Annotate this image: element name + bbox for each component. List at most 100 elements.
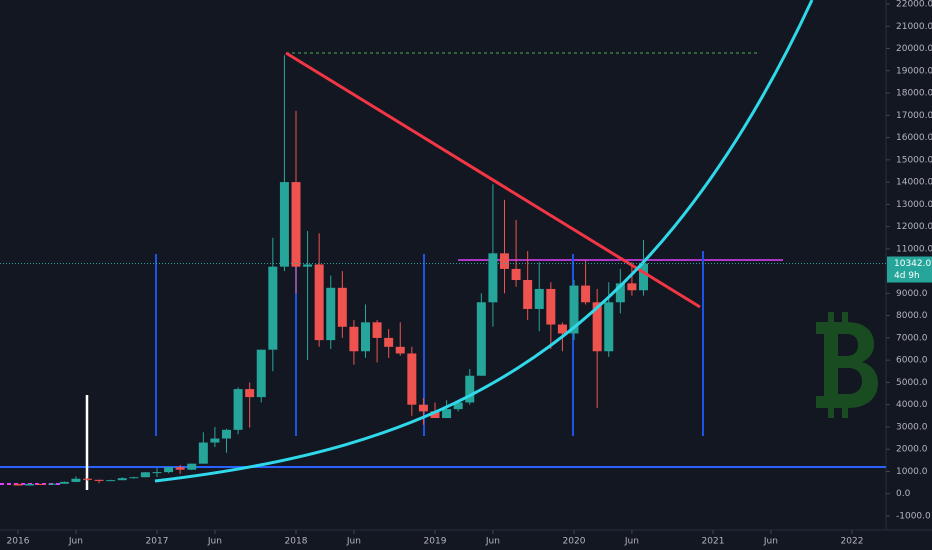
candle-body bbox=[523, 280, 533, 309]
candle-body bbox=[210, 438, 220, 443]
candle-body bbox=[557, 324, 567, 334]
y-tick-label: 16000.0 bbox=[896, 133, 932, 143]
y-tick-label: 5000.0 bbox=[896, 378, 928, 388]
candle-body bbox=[48, 483, 58, 485]
y-tick-label: 14000.0 bbox=[896, 178, 932, 188]
bitcoin-glyph bbox=[842, 312, 848, 324]
y-tick-label: 2000.0 bbox=[896, 445, 928, 455]
y-tick-label: 15000.0 bbox=[896, 155, 932, 165]
bitcoin-logo bbox=[816, 312, 878, 418]
candle-body bbox=[384, 337, 394, 347]
y-tick-label: 0.0 bbox=[896, 489, 911, 499]
x-tick-label: Jun bbox=[624, 537, 639, 547]
candle-body bbox=[36, 483, 46, 485]
candle-body bbox=[511, 268, 521, 281]
x-tick-label: 2022 bbox=[841, 537, 864, 547]
candle-body bbox=[187, 463, 197, 470]
candle-body bbox=[604, 302, 614, 352]
candle-body bbox=[546, 288, 556, 325]
y-tick-label: 8000.0 bbox=[896, 311, 928, 321]
candle-body bbox=[488, 253, 498, 303]
y-tick-label: 6000.0 bbox=[896, 356, 928, 366]
candle-body bbox=[152, 472, 162, 474]
candle-body bbox=[581, 285, 591, 303]
x-tick-label: 2018 bbox=[285, 537, 308, 547]
candle-body bbox=[442, 409, 452, 419]
candle-body bbox=[453, 402, 463, 410]
candle-body bbox=[534, 288, 544, 309]
candle-body bbox=[407, 353, 417, 405]
growth-curve bbox=[154, 0, 814, 483]
candle-body bbox=[279, 182, 289, 267]
y-tick-label: 19000.0 bbox=[896, 66, 932, 76]
y-tick-label: 18000.0 bbox=[896, 89, 932, 99]
x-tick-label: Jun bbox=[207, 537, 222, 547]
candle-body bbox=[326, 287, 336, 341]
candle-body bbox=[476, 302, 486, 376]
x-tick-label: 2021 bbox=[702, 537, 725, 547]
bitcoin-glyph bbox=[842, 406, 848, 418]
x-tick-label: Jun bbox=[346, 537, 361, 547]
x-tick-label: Jun bbox=[485, 537, 500, 547]
bitcoin-glyph bbox=[828, 312, 834, 324]
candle-body bbox=[268, 266, 278, 350]
y-tick-label: 17000.0 bbox=[896, 111, 932, 121]
trend-line bbox=[285, 51, 701, 309]
candle-body bbox=[361, 322, 370, 352]
candles bbox=[13, 55, 648, 486]
candle-body bbox=[245, 389, 255, 398]
candle-body bbox=[140, 472, 150, 478]
y-tick-label: 7000.0 bbox=[896, 333, 928, 343]
candle-body bbox=[639, 263, 648, 291]
candle-body bbox=[106, 480, 116, 482]
candle-body bbox=[569, 285, 579, 334]
x-tick-label: 2020 bbox=[563, 537, 586, 547]
candle-body bbox=[592, 302, 602, 352]
candle-body bbox=[291, 182, 301, 267]
candle-body bbox=[83, 478, 92, 480]
last-price-box bbox=[887, 256, 932, 283]
candle-body bbox=[129, 477, 139, 479]
y-tick-label: 1000.0 bbox=[896, 467, 928, 477]
last-price-label: 10342.0 bbox=[894, 259, 931, 269]
candle-body bbox=[94, 479, 104, 481]
y-tick-label: 11000.0 bbox=[896, 244, 932, 254]
y-tick-label: 3000.0 bbox=[896, 422, 928, 432]
candle-body bbox=[465, 375, 475, 403]
y-tick-label: 9000.0 bbox=[896, 289, 928, 299]
candle-body bbox=[13, 484, 23, 486]
bitcoin-glyph bbox=[816, 322, 878, 408]
candle-body bbox=[175, 467, 185, 470]
candle-body bbox=[500, 253, 509, 269]
candle-body bbox=[256, 349, 266, 398]
candle-body bbox=[430, 411, 440, 419]
candle-body bbox=[233, 389, 243, 430]
candle-body bbox=[337, 287, 347, 327]
candle-body bbox=[222, 429, 231, 439]
y-tick-label: 22000.0 bbox=[896, 0, 932, 10]
y-tick-label: 20000.0 bbox=[896, 44, 932, 54]
x-tick-label: Jun bbox=[68, 537, 83, 547]
x-tick-label: Jun bbox=[763, 537, 778, 547]
y-tick-label: 12000.0 bbox=[896, 222, 932, 232]
y-tick-label: -1000.0 bbox=[896, 511, 931, 521]
candle-body bbox=[418, 404, 428, 412]
candle-body bbox=[627, 283, 637, 291]
candle-body bbox=[314, 264, 324, 341]
x-tick-label: 2017 bbox=[146, 537, 169, 547]
candle-body bbox=[59, 481, 69, 484]
candle-body bbox=[372, 322, 382, 338]
candle-body bbox=[164, 467, 174, 473]
overlays bbox=[154, 0, 878, 483]
countdown-label: 4d 9h bbox=[894, 271, 920, 281]
candle-body bbox=[395, 346, 405, 354]
x-tick-label: 2016 bbox=[7, 537, 30, 547]
y-tick-label: 4000.0 bbox=[896, 400, 928, 410]
candle-body bbox=[198, 442, 208, 464]
candle-body bbox=[303, 264, 313, 267]
candle-body bbox=[71, 478, 81, 482]
candle-body bbox=[615, 283, 625, 303]
candle-body bbox=[349, 326, 359, 352]
